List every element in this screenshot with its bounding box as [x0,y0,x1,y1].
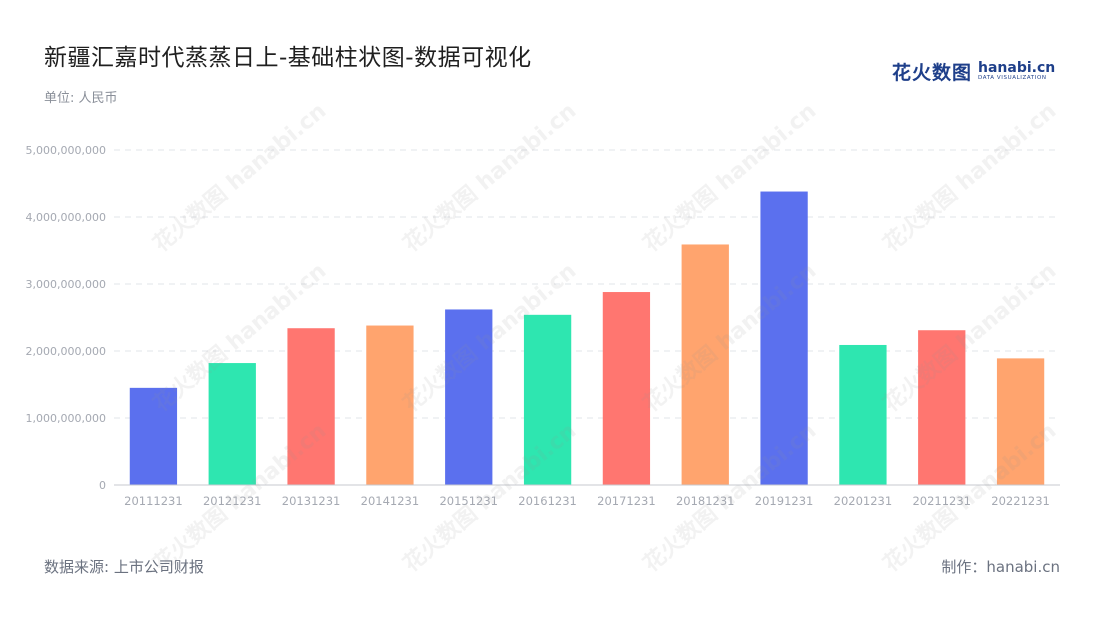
bar [287,328,335,485]
x-tick-label: 20201231 [834,494,893,508]
x-tick-label: 20131231 [282,494,341,508]
credit-text: 制作：hanabi.cn [941,558,1060,576]
bar [129,387,178,485]
bar [523,314,572,485]
logo-en-text: hanabi.cn [978,59,1056,76]
bar [996,358,1045,485]
x-tick-label: 20211231 [912,494,971,508]
x-tick-label: 20171231 [597,494,656,508]
x-tick-label: 20141231 [361,494,420,508]
brand-logo: 花火数图 hanabi.cn DATA VISUALIZATION [892,58,1055,84]
bar [760,191,808,486]
x-tick-label: 20161231 [518,494,577,508]
page-title: 新疆汇嘉时代蒸蒸日上-基础柱状图-数据可视化 [44,45,532,71]
y-tick-label: 0 [99,479,106,492]
y-tick-label: 4,000,000,000 [26,211,106,224]
logo-en-block: hanabi.cn DATA VISUALIZATION [978,61,1055,82]
x-tick-label: 20221231 [991,494,1050,508]
bar [445,309,493,485]
x-tick-label: 20121231 [203,494,262,508]
data-source: 数据来源: 上市公司财报 [44,558,204,576]
x-tick-label: 20111231 [124,494,183,508]
x-tick-label: 20191231 [755,494,814,508]
y-tick-label: 5,000,000,000 [26,144,106,157]
bar [918,330,966,485]
x-tick-label: 20181231 [676,494,735,508]
x-tick-label: 20151231 [439,494,498,508]
y-tick-label: 3,000,000,000 [26,278,106,291]
bar [839,344,887,485]
bar [208,363,256,485]
y-tick-label: 1,000,000,000 [26,412,106,425]
logo-cn-text: 花火数图 [892,61,973,84]
unit-label: 单位: 人民币 [44,91,118,106]
y-tick-label: 2,000,000,000 [26,345,106,358]
bar [681,244,729,485]
logo-en-subtext: DATA VISUALIZATION [978,74,1047,81]
bar [366,325,414,485]
bar [602,292,651,485]
